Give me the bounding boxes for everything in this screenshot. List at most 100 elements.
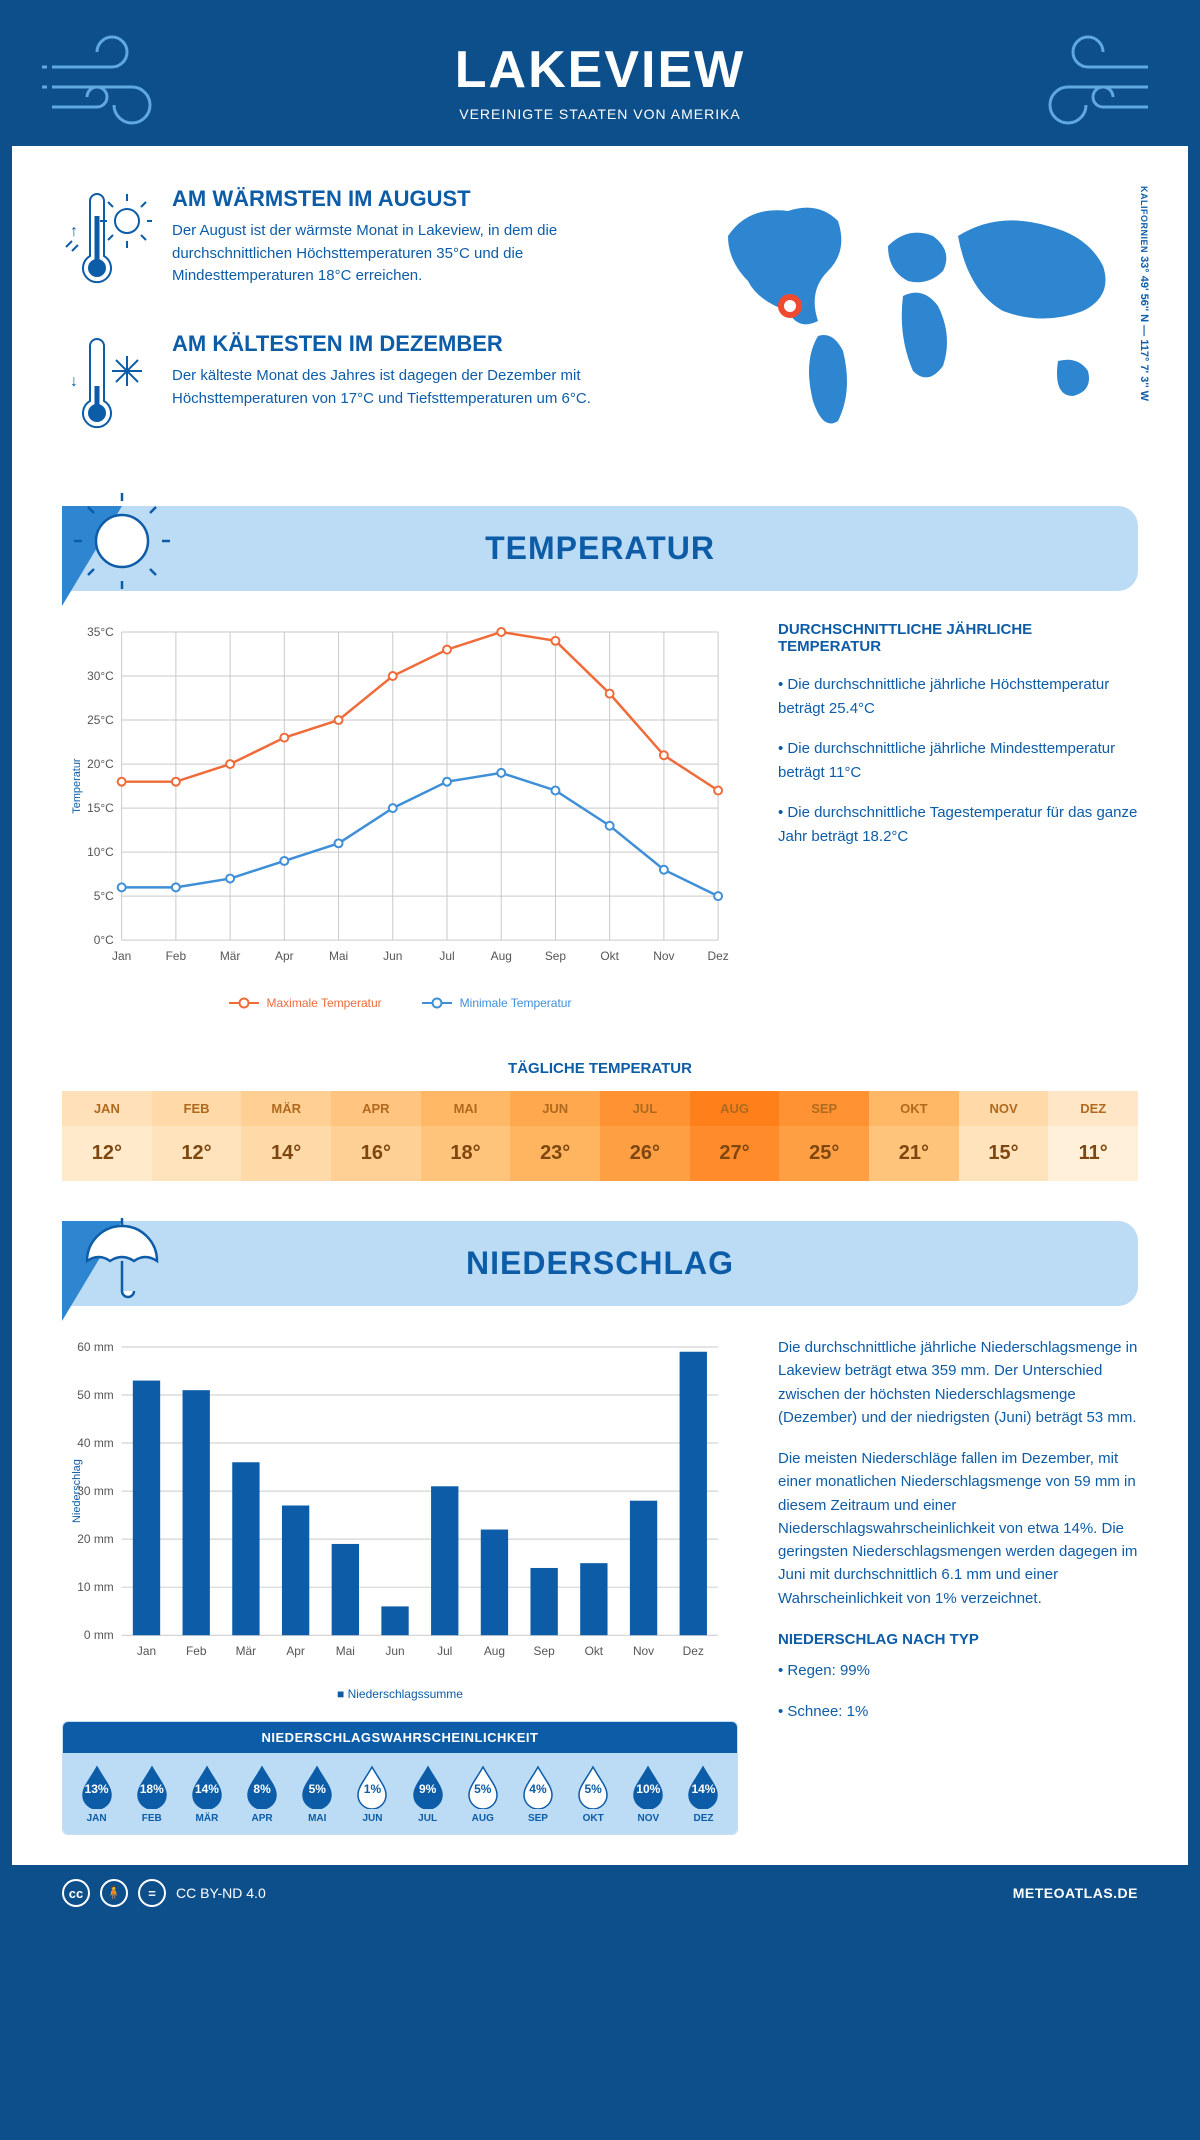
svg-text:Jul: Jul: [439, 949, 454, 963]
sun-icon: [72, 491, 172, 591]
prob-cell: 10% NOV: [621, 1765, 676, 1824]
precip-section-title: NIEDERSCHLAG: [62, 1245, 1138, 1282]
cold-title: AM KÄLTESTEN IM DEZEMBER: [172, 331, 658, 357]
svg-text:60 mm: 60 mm: [77, 1340, 113, 1354]
svg-text:Nov: Nov: [633, 1644, 654, 1658]
prob-cell: 5% MAI: [290, 1765, 345, 1824]
svg-text:10 mm: 10 mm: [77, 1580, 113, 1594]
thermometer-snow-icon: ↓: [62, 331, 152, 446]
temp-info: DURCHSCHNITTLICHE JÄHRLICHE TEMPERATUR •…: [778, 621, 1138, 1010]
svg-text:50 mm: 50 mm: [77, 1388, 113, 1402]
svg-text:Aug: Aug: [484, 1644, 505, 1658]
svg-text:Niederschlag: Niederschlag: [71, 1459, 83, 1523]
precip-type2: • Schnee: 1%: [778, 1700, 1138, 1723]
bar-legend: Niederschlagssumme: [62, 1687, 738, 1701]
precip-text: Die durchschnittliche jährliche Niedersc…: [778, 1336, 1138, 1835]
daily-cell: OKT 21°: [869, 1091, 959, 1181]
svg-text:Dez: Dez: [708, 949, 729, 963]
svg-text:15°C: 15°C: [87, 801, 114, 815]
cold-fact: ↓ AM KÄLTESTEN IM DEZEMBER Der kälteste …: [62, 331, 658, 446]
precip-type-title: NIEDERSCHLAG NACH TYP: [778, 1628, 1138, 1651]
legend-min: Minimale Temperatur: [460, 996, 572, 1010]
prob-cell: 4% SEP: [510, 1765, 565, 1824]
daily-cell: SEP 25°: [779, 1091, 869, 1181]
svg-text:20°C: 20°C: [87, 757, 114, 771]
warm-text: Der August ist der wärmste Monat in Lake…: [172, 220, 658, 288]
svg-text:Jun: Jun: [385, 1644, 404, 1658]
precip-probability-box: NIEDERSCHLAGSWAHRSCHEINLICHKEIT 13% JAN …: [62, 1721, 738, 1835]
by-icon: 🧍: [100, 1879, 128, 1907]
daily-cell: JAN 12°: [62, 1091, 152, 1181]
temp-banner: TEMPERATUR: [62, 506, 1138, 591]
svg-text:5°C: 5°C: [94, 889, 114, 903]
svg-text:Aug: Aug: [491, 949, 512, 963]
prob-cell: 13% JAN: [69, 1765, 124, 1824]
prob-cell: 5% OKT: [566, 1765, 621, 1824]
svg-text:Dez: Dez: [683, 1644, 704, 1658]
daily-cell: JUN 23°: [510, 1091, 600, 1181]
cold-text: Der kälteste Monat des Jahres ist dagege…: [172, 365, 658, 410]
umbrella-icon: [72, 1206, 172, 1306]
temp-info-title: DURCHSCHNITTLICHE JÄHRLICHE TEMPERATUR: [778, 621, 1138, 655]
cc-icon: cc: [62, 1879, 90, 1907]
daily-cell: MÄR 14°: [241, 1091, 331, 1181]
svg-text:30°C: 30°C: [87, 669, 114, 683]
legend-max: Maximale Temperatur: [267, 996, 382, 1010]
svg-text:Mai: Mai: [336, 1644, 355, 1658]
svg-text:Okt: Okt: [600, 949, 619, 963]
daily-temp-table: JAN 12° FEB 12° MÄR 14° APR 16° MAI 18° …: [62, 1091, 1138, 1181]
svg-text:40 mm: 40 mm: [77, 1436, 113, 1450]
svg-text:Nov: Nov: [653, 949, 674, 963]
footer: cc 🧍 = CC BY-ND 4.0 METEOATLAS.DE: [12, 1865, 1188, 1921]
warm-title: AM WÄRMSTEN IM AUGUST: [172, 186, 658, 212]
header: LAKEVIEW VEREINIGTE STAATEN VON AMERIKA: [12, 12, 1188, 146]
world-map: KALIFORNIEN 33° 49' 56'' N — 117° 7' 3''…: [698, 186, 1138, 476]
prob-cell: 5% AUG: [455, 1765, 510, 1824]
svg-text:↑: ↑: [70, 223, 78, 240]
temp-info-line: • Die durchschnittliche jährliche Höchst…: [778, 673, 1138, 721]
thermometer-sun-icon: ↑: [62, 186, 152, 301]
svg-text:35°C: 35°C: [87, 625, 114, 639]
license-text: CC BY-ND 4.0: [176, 1885, 266, 1901]
precipitation-bar-chart: 0 mm10 mm20 mm30 mm40 mm50 mm60 mmJanFeb…: [62, 1336, 738, 1701]
svg-text:Jul: Jul: [437, 1644, 452, 1658]
svg-text:20 mm: 20 mm: [77, 1532, 113, 1546]
page-title: LAKEVIEW: [12, 40, 1188, 100]
daily-cell: DEZ 11°: [1048, 1091, 1138, 1181]
daily-cell: AUG 27°: [690, 1091, 780, 1181]
prob-cell: 14% DEZ: [676, 1765, 731, 1824]
svg-text:Okt: Okt: [585, 1644, 604, 1658]
svg-text:Apr: Apr: [275, 949, 294, 963]
precip-banner: NIEDERSCHLAG: [62, 1221, 1138, 1306]
temp-section-title: TEMPERATUR: [62, 530, 1138, 567]
svg-text:Sep: Sep: [545, 949, 567, 963]
svg-text:Feb: Feb: [186, 1644, 207, 1658]
daily-cell: FEB 12°: [152, 1091, 242, 1181]
temp-info-line: • Die durchschnittliche Tagestemperatur …: [778, 801, 1138, 849]
svg-text:Mär: Mär: [236, 1644, 257, 1658]
wind-icon: [42, 32, 182, 132]
temperature-line-chart: 0°C5°C10°C15°C20°C25°C30°C35°CJanFebMärA…: [62, 621, 738, 1010]
precip-p2: Die meisten Niederschläge fallen im Deze…: [778, 1447, 1138, 1610]
site-name: METEOATLAS.DE: [1013, 1885, 1138, 1901]
daily-cell: NOV 15°: [959, 1091, 1049, 1181]
svg-text:Mai: Mai: [329, 949, 348, 963]
intro-section: ↑ AM WÄRMSTEN IM AUGUST Der August ist d…: [12, 146, 1188, 496]
precip-type1: • Regen: 99%: [778, 1659, 1138, 1682]
svg-text:0°C: 0°C: [94, 933, 114, 947]
daily-cell: MAI 18°: [421, 1091, 511, 1181]
prob-cell: 8% APR: [235, 1765, 290, 1824]
page-subtitle: VEREINIGTE STAATEN VON AMERIKA: [12, 106, 1188, 122]
prob-cell: 18% FEB: [124, 1765, 179, 1824]
wind-icon: [1018, 32, 1158, 132]
svg-text:Jan: Jan: [112, 949, 131, 963]
svg-text:↓: ↓: [70, 373, 78, 390]
daily-temp-title: TÄGLICHE TEMPERATUR: [12, 1060, 1188, 1077]
daily-cell: APR 16°: [331, 1091, 421, 1181]
prob-cell: 9% JUL: [400, 1765, 455, 1824]
map-region: KALIFORNIEN: [1139, 186, 1149, 253]
map-coords: 33° 49' 56'' N — 117° 7' 3'' W: [1138, 256, 1150, 401]
svg-text:10°C: 10°C: [87, 845, 114, 859]
nd-icon: =: [138, 1879, 166, 1907]
svg-text:Sep: Sep: [534, 1644, 556, 1658]
